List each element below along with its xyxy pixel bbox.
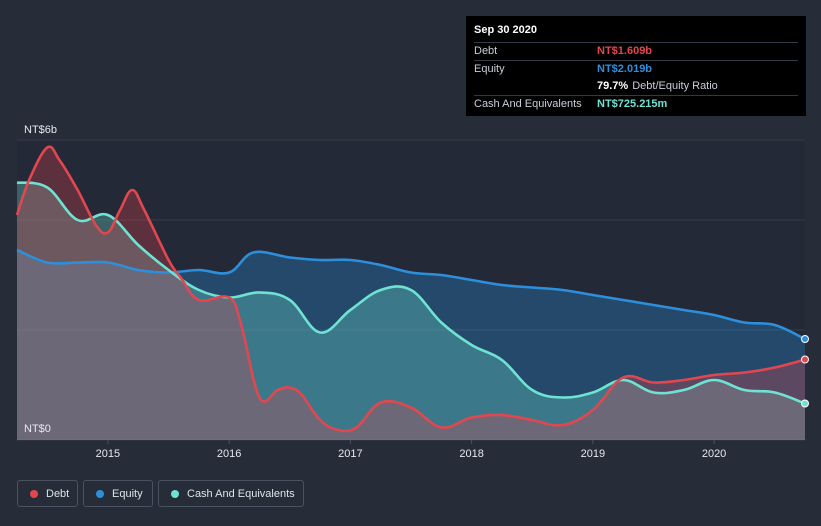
cash-line [16, 181, 806, 405]
tooltip: Sep 30 2020 Debt NT$1.609b Equity NT$2.0… [466, 16, 806, 116]
tooltip-ratio-label: Debt/Equity Ratio [632, 80, 718, 92]
y-tick-label-top: NT$6b [24, 124, 57, 136]
tooltip-cash-row: Cash And Equivalents NT$725.215m [474, 95, 798, 113]
tooltip-equity-label: Equity [474, 63, 505, 75]
tooltip-ratio-row: 79.7% Debt/Equity Ratio [474, 78, 798, 95]
equity-line [16, 248, 806, 341]
x-tick-label-2019: 2019 [581, 448, 605, 460]
tooltip-date: Sep 30 2020 [474, 24, 537, 36]
tooltip-debt-value: NT$1.609b [597, 45, 653, 57]
legend-cash-label: Cash And Equivalents [187, 487, 295, 500]
debt-line [15, 145, 806, 433]
cash-dot-icon [171, 489, 179, 498]
legend-equity[interactable]: Equity [83, 480, 153, 507]
x-tick-label-2017: 2017 [338, 448, 362, 460]
legend-debt[interactable]: Debt [17, 480, 78, 507]
x-tick-label-2016: 2016 [217, 448, 241, 460]
cash-area [17, 182, 805, 440]
equity-dot-icon [96, 489, 104, 498]
x-tick-label-2020: 2020 [702, 448, 726, 460]
debt-area [17, 146, 805, 440]
tooltip-equity-value: NT$2.019b [597, 63, 653, 75]
tooltip-equity-row: Equity NT$2.019b [474, 60, 798, 78]
tooltip-cash-label: Cash And Equivalents [474, 98, 582, 110]
x-tick-label-2015: 2015 [96, 448, 120, 460]
debt-endpoint [801, 355, 809, 364]
debt-dot-icon [30, 489, 38, 498]
y-tick-label-bottom: NT$0 [24, 423, 51, 435]
tooltip-ratio-value: 79.7% [597, 80, 629, 92]
tooltip-cash-value: NT$725.215m [597, 98, 668, 110]
tooltip-debt-row: Debt NT$1.609b [474, 42, 798, 60]
legend-equity-label: Equity [112, 487, 143, 500]
legend-cash[interactable]: Cash And Equivalents [158, 480, 304, 507]
equity-endpoint [801, 335, 809, 343]
legend-debt-label: Debt [46, 487, 70, 500]
tooltip-debt-label: Debt [474, 45, 498, 57]
cash-endpoint [801, 399, 809, 408]
x-tick-label-2018: 2018 [459, 448, 483, 460]
